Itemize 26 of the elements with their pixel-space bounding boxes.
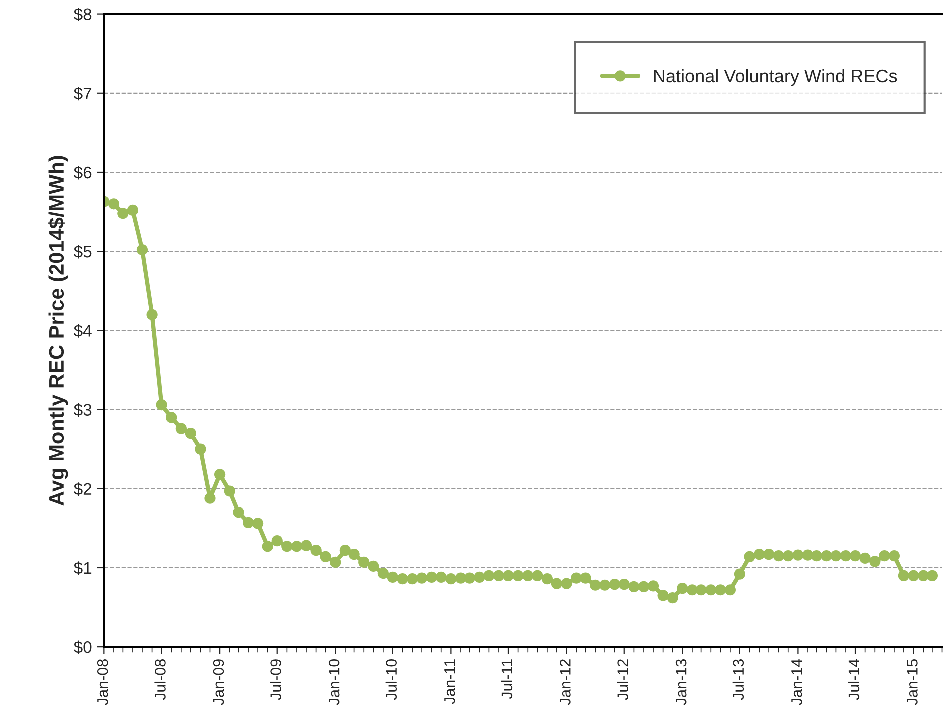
x-tick-label: Jan-08 <box>97 660 108 706</box>
x-tick-label: Jul-08 <box>154 660 166 700</box>
x-tick-label: Jul-10 <box>386 659 398 700</box>
y-tick-label: $7 <box>74 87 92 101</box>
x-tick-label: Jul-14 <box>848 659 860 700</box>
x-tick-label: Jul-09 <box>270 660 282 700</box>
x-tick-label: Jan-15 <box>907 660 918 706</box>
y-tick-label: $0 <box>74 640 92 654</box>
y-tick-label: $8 <box>74 8 92 22</box>
y-tick-label: $3 <box>74 403 92 417</box>
x-tick-label: Jan-13 <box>676 660 687 706</box>
y-tick-label: $1 <box>74 562 92 576</box>
y-tick-label: $5 <box>74 245 92 259</box>
x-tick-label: Jul-13 <box>732 660 744 700</box>
y-axis-title: Avg Montly REC Price (2014$/MWh) <box>48 156 68 506</box>
x-tick-label: Jan-10 <box>328 659 340 706</box>
y-tick-label: $2 <box>74 482 92 496</box>
x-tick-label: Jul-11 <box>501 660 513 700</box>
y-tick-label: $6 <box>74 166 92 180</box>
y-tick-label: $4 <box>74 324 92 338</box>
x-tick-label: Jan-11 <box>444 660 456 704</box>
x-tick-label: Jan-09 <box>213 660 224 706</box>
legend-label: National Voluntary Wind RECs <box>654 69 898 86</box>
x-tick-label: Jan-12 <box>560 660 571 706</box>
x-tick-label: Jan-14 <box>792 659 802 706</box>
x-tick-label: Jul-12 <box>617 660 628 700</box>
